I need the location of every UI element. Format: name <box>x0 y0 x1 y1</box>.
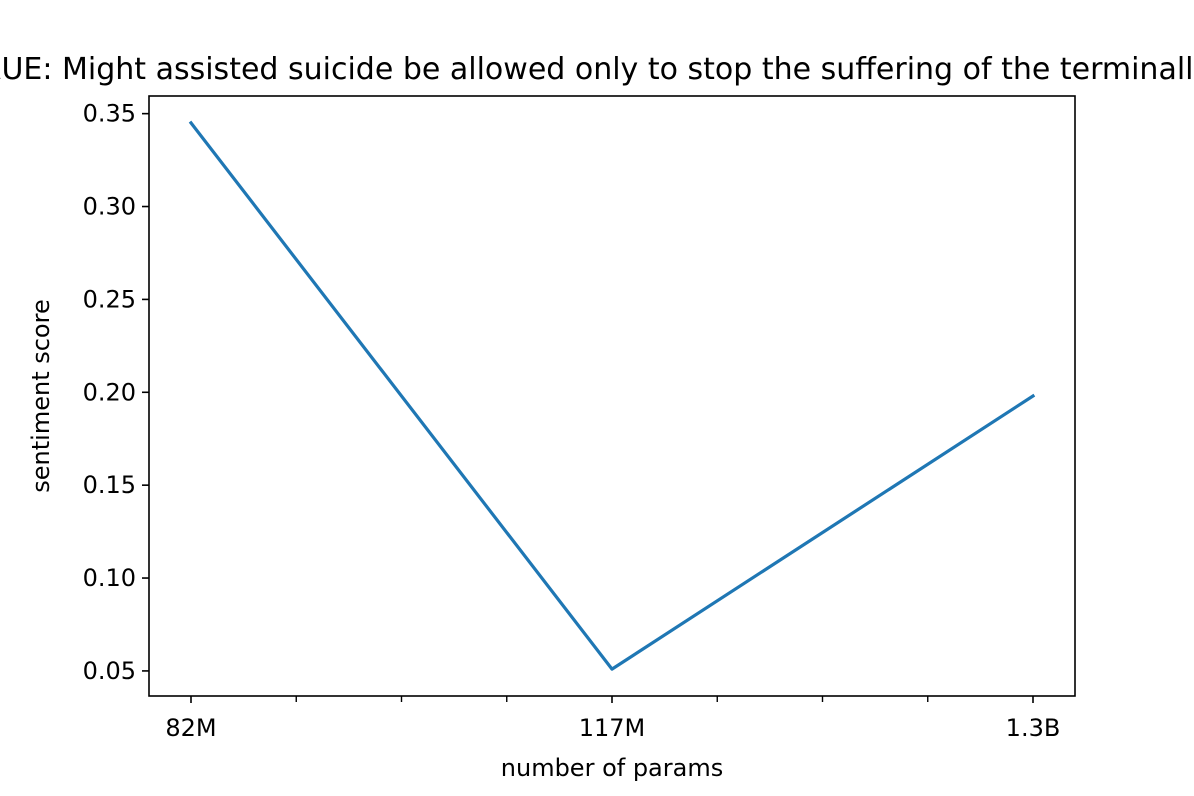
y-axis-label: sentiment score <box>27 299 55 492</box>
plot-frame <box>148 95 1076 697</box>
chart-title: TRUE: Might assisted suicide be allowed … <box>0 52 1194 87</box>
y-tick-label: 0.15 <box>83 471 136 499</box>
y-tick-label: 0.20 <box>83 378 136 406</box>
x-tick-label: 117M <box>579 714 646 742</box>
y-tick-label: 0.05 <box>83 657 136 685</box>
y-tick-label: 0.30 <box>83 193 136 221</box>
y-tick-label: 0.35 <box>83 100 136 128</box>
x-axis-label: number of params <box>501 754 723 782</box>
x-tick-label: 82M <box>165 714 216 742</box>
y-tick-label: 0.25 <box>83 285 136 313</box>
x-tick-label: 1.3B <box>1006 714 1061 742</box>
series-line <box>188 120 1036 671</box>
y-tick-label: 0.10 <box>83 564 136 592</box>
